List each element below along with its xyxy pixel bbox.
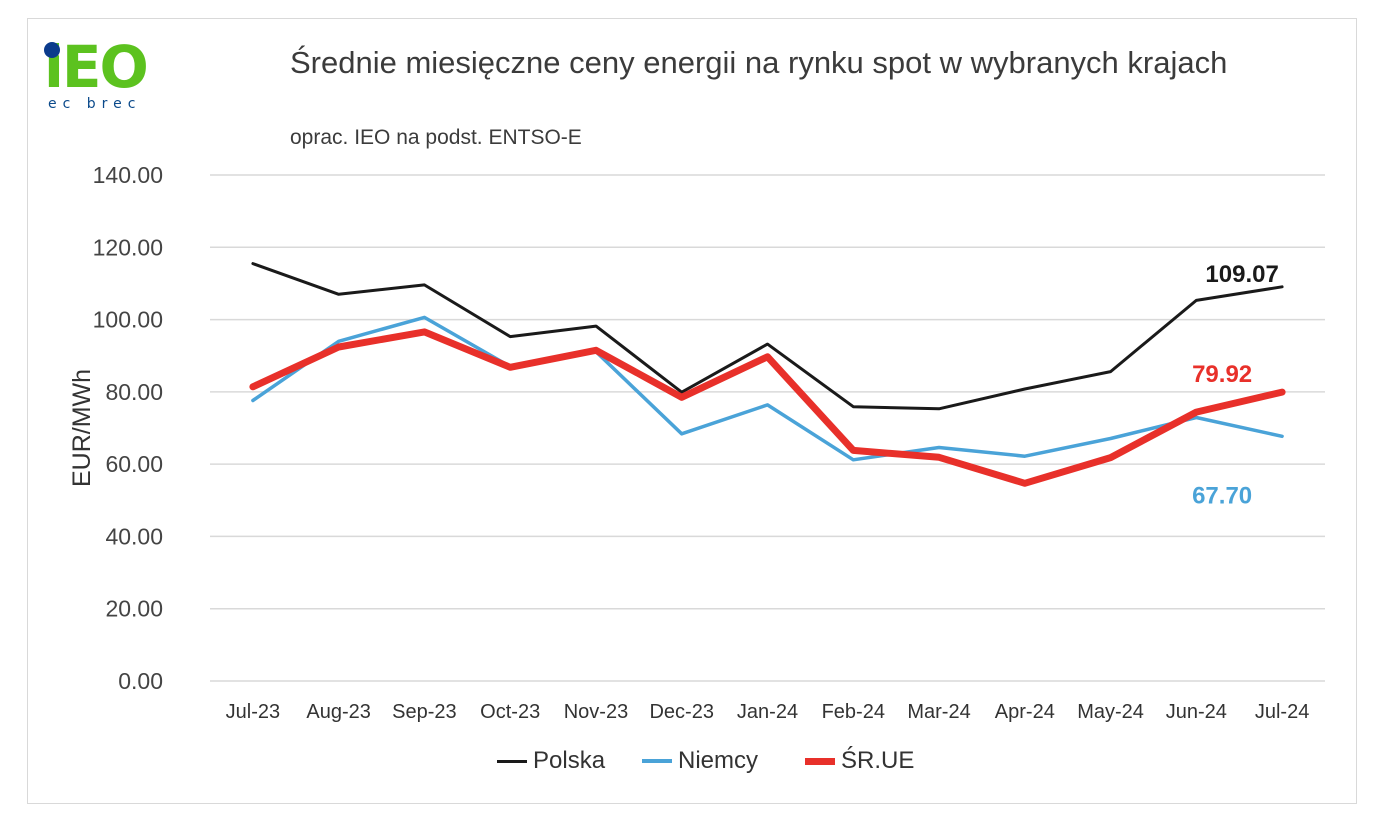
legend: Polska Niemcy ŚR.UE: [0, 746, 1376, 776]
x-tick-label: Mar-24: [907, 701, 970, 723]
chart-subtitle: oprac. IEO na podst. ENTSO-E: [290, 126, 582, 149]
logo-dot: [44, 42, 60, 58]
y-tick-label: 100.00: [93, 307, 163, 333]
series-line-niemcy: [251, 315, 1284, 462]
x-tick-label: May-24: [1077, 701, 1144, 723]
legend-item-polska: Polska: [497, 746, 605, 776]
y-tick-label: 60.00: [105, 451, 163, 477]
x-tick-label: Jan-24: [737, 701, 798, 723]
y-tick-label: 20.00: [105, 596, 163, 622]
x-tick-label: Sep-23: [392, 701, 457, 723]
legend-swatch: [642, 759, 672, 763]
ieo-logo: iEO ec brec: [44, 38, 174, 118]
y-tick-label: 80.00: [105, 379, 163, 405]
legend-label: Polska: [533, 747, 606, 774]
series-line-polska: [251, 262, 1284, 411]
end-label-srue: 79.92: [1192, 361, 1252, 388]
end-label-niemcy: 67.70: [1192, 482, 1252, 509]
x-tick-label: Dec-23: [649, 701, 713, 723]
y-tick-label: 140.00: [93, 162, 163, 188]
x-tick-label: Jul-23: [226, 701, 280, 723]
legend-item-srue: ŚR.UE: [805, 746, 914, 776]
legend-item-niemcy: Niemcy: [642, 746, 758, 776]
x-tick-label: Oct-23: [480, 701, 540, 723]
y-tick-label: 120.00: [93, 234, 163, 260]
end-label-polska: 109.07: [1205, 261, 1278, 288]
legend-label: ŚR.UE: [841, 747, 915, 774]
x-tick-label: Apr-24: [995, 701, 1055, 723]
legend-swatch: [805, 757, 835, 765]
y-tick-label: 0.00: [118, 668, 163, 694]
x-tick-label: Nov-23: [564, 701, 628, 723]
legend-label: Niemcy: [678, 747, 759, 774]
logo-subtext: ec brec: [48, 96, 142, 112]
x-tick-label: Feb-24: [822, 701, 885, 723]
x-tick-label: Aug-23: [306, 701, 371, 723]
series-line-srue: [249, 328, 1286, 487]
chart-title: Średnie miesięczne ceny energii na rynku…: [290, 45, 1228, 80]
chart-frame: [27, 18, 1357, 804]
legend-swatch: [497, 759, 527, 763]
y-tick-label: 40.00: [105, 523, 163, 549]
logo-wordmark: iEO: [44, 33, 149, 101]
x-tick-label: Jul-24: [1255, 701, 1309, 723]
y-axis-label: EUR/MWh: [68, 369, 96, 487]
x-tick-label: Jun-24: [1166, 701, 1227, 723]
